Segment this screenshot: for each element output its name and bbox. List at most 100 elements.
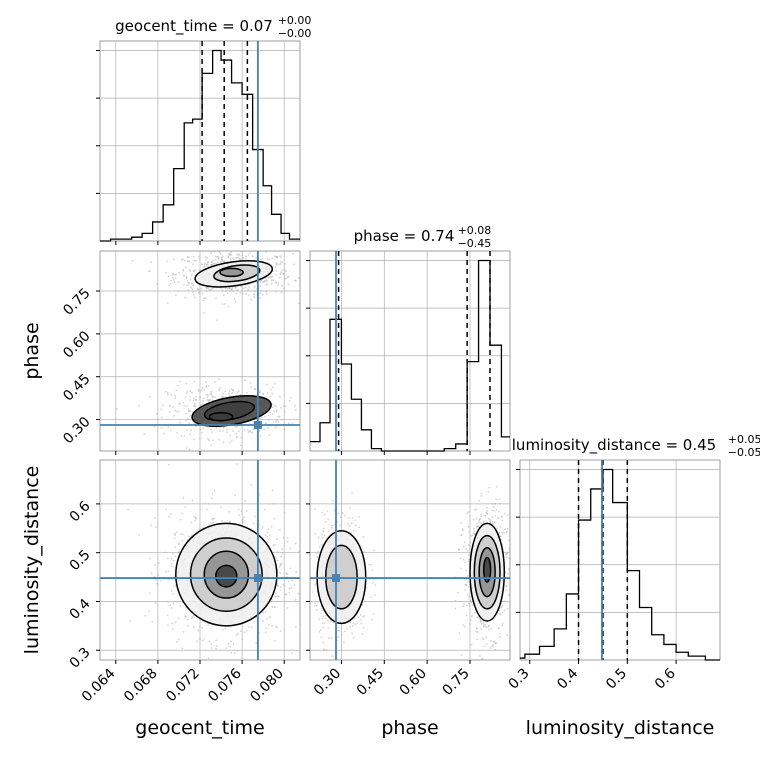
sample-point [326, 510, 329, 512]
sample-point [323, 534, 326, 537]
sample-point [176, 431, 179, 434]
sample-point [466, 512, 468, 515]
truth-marker [332, 574, 340, 583]
sample-point [210, 647, 213, 649]
sample-point [186, 284, 189, 287]
sample-point [320, 607, 323, 610]
sample-point [330, 526, 333, 529]
sample-point [131, 259, 134, 262]
sample-point [179, 421, 181, 424]
sample-point [485, 636, 488, 639]
sample-point [261, 525, 264, 528]
sample-point [192, 399, 195, 402]
sample-point [337, 636, 340, 639]
sample-point [177, 290, 180, 292]
sample-point [190, 429, 192, 432]
sample-point [467, 602, 470, 605]
sample-point [467, 558, 470, 561]
sample-point [242, 521, 244, 524]
sample-point [178, 271, 180, 274]
sample-point [191, 615, 194, 618]
sample-point [170, 394, 173, 397]
sample-point [148, 270, 150, 273]
sample-point [310, 558, 311, 561]
sample-point [204, 262, 206, 264]
axes-frame [519, 459, 721, 661]
sample-point [469, 644, 471, 646]
sample-point [468, 595, 471, 598]
sample-point [499, 632, 502, 635]
sample-point [184, 266, 187, 269]
sample-point [352, 530, 355, 532]
sample-point [351, 632, 353, 635]
sample-point [273, 404, 276, 407]
sample-point [505, 588, 508, 591]
sample-point [462, 558, 465, 561]
sample-point [260, 289, 263, 292]
sample-point [210, 390, 213, 393]
sample-point [240, 285, 242, 288]
sample-point [203, 389, 206, 391]
sample-point [198, 527, 201, 530]
sample-point [323, 622, 326, 625]
sample-point [504, 553, 507, 556]
sample-point [349, 625, 352, 628]
sample-point [283, 410, 286, 413]
sample-point [491, 644, 494, 646]
sample-point [475, 525, 478, 528]
sample-point [177, 410, 180, 413]
sample-point [190, 617, 193, 620]
sample-point [486, 506, 488, 509]
sample-point [208, 523, 211, 526]
sample-point [349, 621, 352, 624]
sample-point [499, 525, 501, 528]
sample-point [287, 580, 290, 583]
sample-point [205, 286, 208, 289]
sample-point [255, 257, 258, 260]
sample-point [465, 614, 468, 617]
sample-point [498, 498, 500, 501]
sample-point [199, 437, 201, 440]
sample-point [348, 516, 351, 519]
sample-point [289, 567, 292, 570]
sample-point [507, 572, 510, 575]
sample-point [329, 620, 332, 623]
sample-point [173, 575, 176, 578]
sample-point [192, 255, 195, 258]
sample-point [275, 262, 278, 264]
sample-point [295, 571, 298, 574]
sample-point [279, 255, 282, 257]
sample-point [483, 623, 486, 626]
sample-point [244, 257, 247, 260]
sample-point [278, 276, 281, 279]
sample-point [188, 282, 191, 284]
sample-point [202, 397, 205, 400]
sample-point [160, 416, 163, 419]
sample-point [177, 617, 180, 620]
sample-point [467, 585, 470, 588]
sample-point [249, 252, 252, 255]
sample-point [183, 259, 186, 262]
sample-point [172, 279, 175, 281]
sample-point [274, 266, 277, 269]
sample-point [506, 527, 509, 530]
sample-point [211, 431, 213, 433]
sample-point [251, 431, 254, 434]
sample-point [501, 604, 504, 607]
sample-point [138, 404, 141, 407]
sample-point [358, 516, 360, 518]
sample-point [201, 626, 204, 629]
sample-point [199, 428, 202, 431]
sample-point [289, 547, 292, 550]
sample-point [168, 284, 171, 287]
title-plus-geocent_time: +0.00 [278, 14, 312, 27]
sample-point [465, 584, 468, 586]
sample-point [172, 559, 175, 562]
sample-point [205, 259, 207, 261]
sample-point [174, 394, 177, 397]
sample-point [286, 607, 289, 609]
sample-point [490, 639, 492, 642]
sample-point [253, 515, 256, 518]
sample-point [359, 618, 362, 621]
sample-point [171, 273, 174, 276]
